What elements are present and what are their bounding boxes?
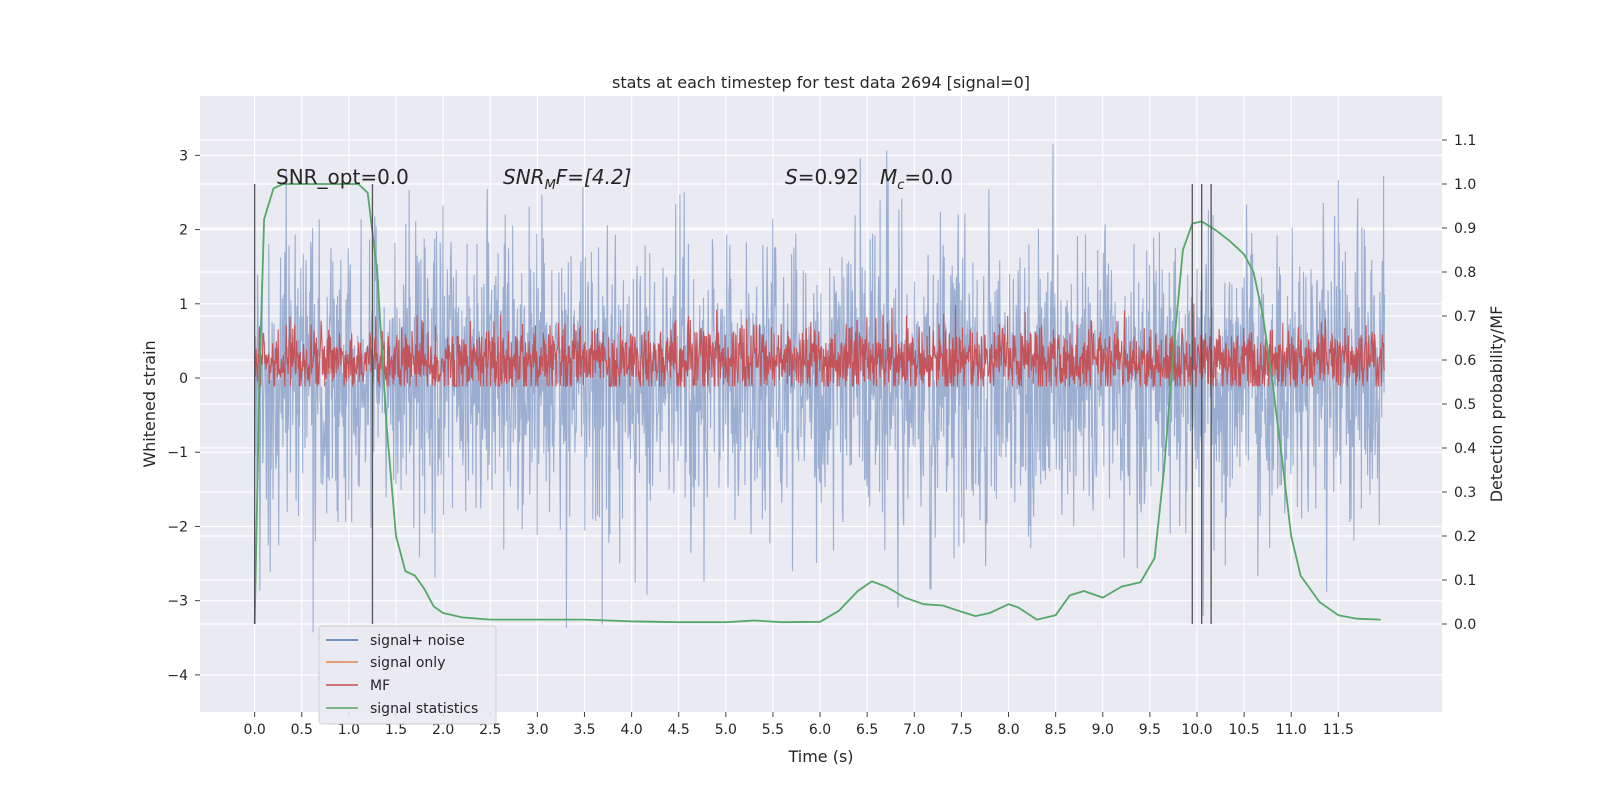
y-tick-label-left: −1 xyxy=(167,445,188,461)
legend: signal+ noise signal only MF signal stat… xyxy=(318,625,497,725)
mc-sub: c xyxy=(897,178,904,193)
x-tick-label: 3.0 xyxy=(526,722,548,738)
annotation-s: S=0.92 xyxy=(785,165,859,189)
y-tick-label-left: 0 xyxy=(179,371,188,387)
legend-label-signal-noise: signal+ noise xyxy=(370,633,465,649)
y-tick-label-left: 2 xyxy=(179,223,188,239)
y-tick-label-right: 0.0 xyxy=(1454,617,1476,633)
x-tick-label: 6.5 xyxy=(856,722,878,738)
y-tick-label-right: 0.8 xyxy=(1454,265,1476,281)
vertical-lines xyxy=(254,184,1212,624)
x-tick-label: 11.5 xyxy=(1323,722,1354,738)
legend-label-mf: MF xyxy=(370,678,390,694)
y-tick-label-right: 0.7 xyxy=(1454,309,1476,325)
x-tick-label: 0.0 xyxy=(244,722,266,738)
y-tick-label-left: −3 xyxy=(167,594,188,610)
y-tick-label-left: −2 xyxy=(167,519,188,535)
x-tick-label: 8.0 xyxy=(997,722,1019,738)
snr-mf-rest: F=[4.2] xyxy=(556,165,632,189)
snr-mf-main: SNR xyxy=(503,165,545,189)
x-tick-label: 1.5 xyxy=(385,722,407,738)
x-tick-label: 9.5 xyxy=(1139,722,1161,738)
x-tick-label: 8.5 xyxy=(1045,722,1067,738)
s-rest: =0.92 xyxy=(798,165,859,189)
y-tick-label-left: −4 xyxy=(167,668,188,684)
annotation-snr-mf: SNRMF=[4.2] xyxy=(503,165,631,193)
y-tick-label-right: 0.1 xyxy=(1454,573,1476,589)
x-tick-label: 11.0 xyxy=(1276,722,1307,738)
y-tick-label-right: 1.1 xyxy=(1454,133,1476,149)
legend-label-signal-statistics: signal statistics xyxy=(370,701,478,717)
x-tick-label: 5.5 xyxy=(762,722,784,738)
y-ticks-right: 1.1 1.0 0.9 0.8 0.7 0.6 0.5 0.4 0.3 0.2 0.1 0.0 xyxy=(1442,133,1476,633)
y-tick-label-right: 0.5 xyxy=(1454,397,1476,413)
x-tick-label: 3.5 xyxy=(573,722,595,738)
x-axis-label: Time (s) xyxy=(787,747,853,766)
series-layer xyxy=(253,144,1386,633)
x-tick-label: 7.0 xyxy=(903,722,925,738)
x-ticks: 0.0 0.5 1.0 1.5 2.0 2.5 3.0 3.5 4.0 4.5 5.0 5.5 6.0 6… xyxy=(244,712,1354,738)
y-tick-label-left: 3 xyxy=(179,148,188,164)
series-mf xyxy=(254,303,1386,388)
y-tick-label-right: 1.0 xyxy=(1454,177,1476,193)
legend-box xyxy=(318,625,497,725)
x-tick-label: 2.0 xyxy=(432,722,454,738)
x-tick-label: 9.0 xyxy=(1092,722,1114,738)
x-tick-label: 1.0 xyxy=(338,722,360,738)
mc-main: M xyxy=(880,165,897,189)
annotation-snr-opt: SNR_opt=0.0 xyxy=(276,165,409,189)
y-tick-label-right: 0.4 xyxy=(1454,441,1476,457)
x-tick-label: 2.5 xyxy=(479,722,501,738)
s-main: S xyxy=(785,165,798,189)
x-tick-label: 10.0 xyxy=(1181,722,1212,738)
y-tick-label-right: 0.3 xyxy=(1454,485,1476,501)
x-tick-label: 5.0 xyxy=(715,722,737,738)
snr-mf-sub: M xyxy=(545,178,556,193)
mc-rest: =0.0 xyxy=(904,165,953,189)
y-ticks-left: 3 2 1 0 −1 −2 −3 −4 xyxy=(167,148,200,684)
annotation-mc: Mc=0.0 xyxy=(880,165,953,193)
x-tick-label: 6.0 xyxy=(809,722,831,738)
x-tick-label: 4.5 xyxy=(668,722,690,738)
y-tick-label-right: 0.6 xyxy=(1454,353,1476,369)
y-axis-label-left: Whitened strain xyxy=(140,340,159,467)
x-tick-label: 0.5 xyxy=(291,722,313,738)
x-tick-label: 7.5 xyxy=(950,722,972,738)
series-signal-noise xyxy=(254,144,1386,633)
y-axis-label-right: Detection probability/MF xyxy=(1487,306,1506,503)
legend-label-signal-only: signal only xyxy=(370,655,445,671)
series-signal-statistics xyxy=(253,183,1381,625)
x-tick-label: 4.0 xyxy=(620,722,642,738)
y-tick-label-right: 0.2 xyxy=(1454,529,1476,545)
x-tick-label: 10.5 xyxy=(1229,722,1260,738)
y-tick-label-right: 0.9 xyxy=(1454,221,1476,237)
chart-title: stats at each timestep for test data 269… xyxy=(612,73,1030,92)
y-tick-label-left: 1 xyxy=(179,297,188,313)
